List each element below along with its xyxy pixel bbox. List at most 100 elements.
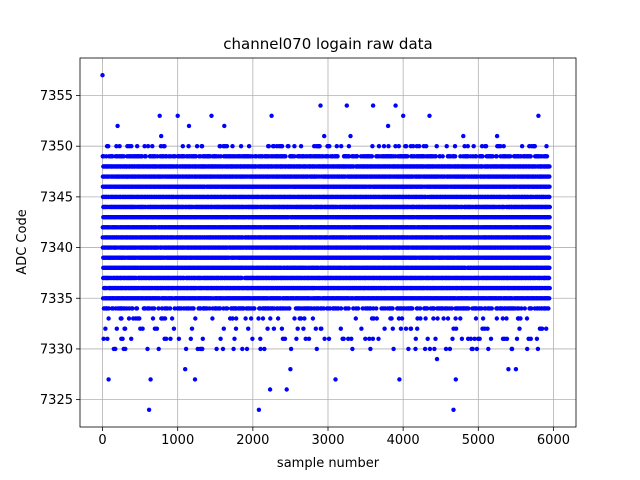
- data-point: [322, 336, 327, 341]
- data-point: [224, 144, 230, 149]
- data-point: [218, 336, 223, 341]
- data-point: [376, 144, 382, 149]
- data-point: [221, 326, 226, 331]
- data-point: [350, 346, 355, 352]
- data-point: [370, 144, 375, 149]
- data-point: [246, 326, 251, 331]
- data-point: [164, 336, 169, 341]
- data-point: [129, 144, 134, 149]
- data-point: [200, 346, 205, 352]
- data-point: [234, 316, 239, 321]
- data-point: [338, 326, 343, 331]
- data-point: [154, 326, 160, 331]
- data-point: [338, 306, 344, 311]
- data-point: [295, 326, 300, 331]
- data-point: [117, 144, 122, 149]
- data-point: [335, 154, 340, 159]
- data-point: [150, 144, 155, 149]
- data-point: [238, 144, 244, 149]
- data-point: [374, 316, 379, 321]
- data-point: [220, 346, 226, 352]
- data-point: [230, 144, 235, 149]
- data-point: [326, 336, 332, 341]
- data-point: [191, 306, 196, 311]
- data-point: [389, 316, 394, 321]
- data-point: [287, 306, 292, 311]
- data-point: [214, 346, 219, 352]
- data-point: [180, 144, 185, 149]
- data-point: [225, 306, 230, 311]
- data-point: [110, 154, 115, 159]
- data-point: [262, 346, 267, 352]
- data-point: [137, 316, 142, 321]
- data-point: [374, 306, 379, 311]
- data-point: [292, 316, 297, 321]
- data-point: [368, 346, 373, 352]
- data-point: [167, 306, 173, 311]
- data-point: [265, 326, 270, 331]
- data-point: [346, 306, 351, 311]
- data-point: [288, 346, 294, 352]
- data-point: [310, 316, 316, 321]
- data-point: [341, 336, 346, 341]
- data-point: [283, 154, 288, 159]
- data-point: [240, 346, 245, 352]
- data-point: [130, 306, 135, 311]
- data-point: [126, 316, 132, 321]
- data-point: [266, 144, 271, 149]
- data-point: [313, 326, 318, 331]
- data-point: [233, 326, 239, 331]
- data-point: [140, 326, 145, 331]
- data-point: [210, 316, 215, 321]
- data-point: [231, 346, 236, 352]
- data-point: [105, 336, 110, 341]
- data-point: [143, 154, 148, 159]
- data-point: [279, 326, 285, 331]
- data-point: [114, 144, 119, 149]
- data-point: [301, 326, 306, 331]
- data-point: [103, 326, 108, 331]
- data-point: [268, 316, 273, 321]
- data-point: [306, 336, 312, 341]
- data-point: [346, 144, 352, 149]
- data-point: [123, 346, 128, 352]
- data-point: [381, 144, 387, 149]
- data-point: [106, 316, 111, 321]
- data-point: [189, 326, 195, 331]
- data-point: [355, 306, 361, 311]
- data-point: [386, 144, 391, 149]
- data-point: [339, 144, 344, 149]
- data-point: [199, 144, 205, 149]
- data-point: [171, 326, 177, 331]
- data-point: [139, 154, 144, 159]
- data-point: [134, 306, 140, 311]
- data-point: [246, 144, 252, 149]
- data-point: [250, 336, 255, 341]
- data-point: [162, 316, 168, 321]
- data-point: [314, 346, 319, 352]
- data-point: [275, 316, 281, 321]
- data-point: [150, 316, 156, 321]
- data-point: [319, 326, 324, 331]
- data-point: [152, 306, 157, 311]
- data-point: [354, 154, 360, 159]
- data-point: [353, 316, 358, 321]
- data-point: [135, 144, 140, 149]
- data-point: [183, 346, 189, 352]
- data-point: [194, 144, 200, 149]
- data-point: [282, 336, 288, 341]
- data-point: [302, 316, 307, 321]
- data-point: [121, 154, 127, 159]
- data-point: [156, 346, 161, 352]
- data-point: [327, 144, 332, 149]
- data-point: [169, 316, 175, 321]
- data-point: [260, 316, 266, 321]
- data-point: [232, 336, 237, 341]
- data-point: [256, 316, 261, 321]
- data-point: [145, 144, 151, 149]
- data-point: [391, 346, 396, 352]
- data-point: [258, 346, 263, 352]
- data-point: [317, 144, 322, 149]
